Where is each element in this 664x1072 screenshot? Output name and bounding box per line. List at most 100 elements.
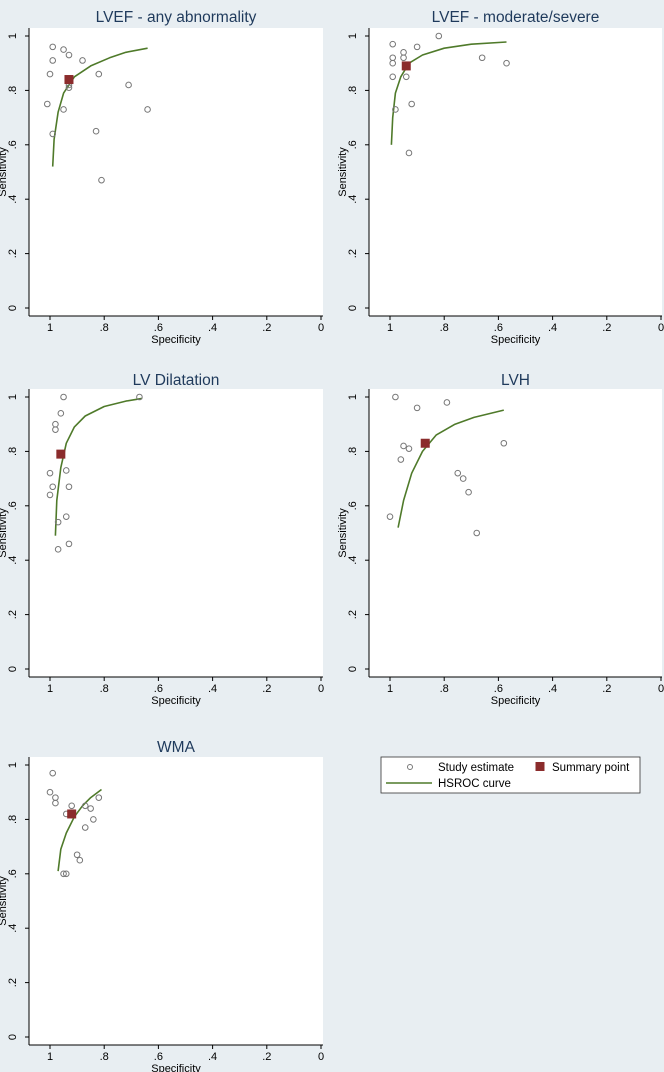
study-point: [90, 816, 97, 823]
study-point: [405, 149, 413, 157]
study-point: [79, 57, 86, 64]
study-point: [60, 393, 67, 401]
study-point: [503, 59, 510, 67]
hsroc-curve: [51, 47, 148, 167]
x-tick-label: 0: [318, 1051, 324, 1063]
y-tick-label: .6: [7, 140, 19, 149]
chart-title: LVEF - moderate/severe: [432, 9, 600, 26]
y-tick-label: .6: [347, 501, 359, 510]
study-point: [62, 870, 70, 878]
x-tick-label: .4: [208, 1051, 217, 1063]
y-axis-label: Sensitivity: [337, 147, 349, 197]
chart-title: WMA: [157, 739, 196, 756]
y-axis-label: Sensitivity: [0, 147, 9, 197]
x-tick-label: .2: [262, 1051, 271, 1063]
x-tick-label: .8: [440, 683, 449, 695]
x-tick-label: .8: [100, 322, 109, 334]
y-tick-label: .4: [7, 556, 19, 565]
x-tick-label: 1: [47, 683, 53, 695]
y-tick-label: .2: [7, 978, 19, 987]
study-point: [65, 51, 73, 59]
x-tick-label: .4: [548, 322, 557, 334]
x-tick-label: .2: [602, 322, 611, 334]
x-tick-label: 1: [47, 1051, 53, 1063]
legend-study-label: Study estimate: [438, 762, 514, 774]
study-point: [408, 100, 415, 108]
y-tick-label: .8: [7, 815, 19, 824]
summary-point: [420, 438, 430, 448]
legend-box: [380, 756, 641, 794]
study-point: [62, 513, 70, 520]
study-point: [54, 546, 62, 553]
study-point: [46, 70, 54, 78]
y-tick-label: .2: [7, 249, 19, 258]
chart-panel-2: LVEF - moderate/severe 0 .2 .4 .6 .8 1 1 .8 .6 .4.…: [337, 9, 664, 346]
chart-panel-4: LVH 0 .2 .4 .6 .8 1 1 .8 .6 .4 .2 0 Specificity Sensit…: [337, 372, 664, 707]
chart-panels: LVEF - any abnormality 0 .2 .4 .6 .8 1 1 .8 .6 .4.…: [0, 9, 664, 1072]
study-point: [46, 788, 54, 796]
y-axis-label: Sensitivity: [0, 508, 9, 558]
study-point: [49, 483, 57, 491]
study-point: [500, 439, 508, 447]
study-point: [392, 106, 399, 113]
summary-point: [67, 809, 77, 819]
study-point: [459, 475, 467, 482]
x-tick-label: .2: [262, 683, 271, 695]
study-point: [392, 393, 399, 401]
study-point: [87, 805, 94, 812]
study-point: [76, 856, 84, 864]
study-point: [465, 488, 472, 496]
study-point: [95, 794, 103, 801]
y-tick-label: .8: [7, 86, 19, 95]
y-tick-label: 1: [7, 394, 19, 400]
study-point: [454, 469, 462, 477]
legend-summary-marker: [535, 762, 545, 771]
x-tick-label: 0: [318, 683, 324, 695]
x-tick-label: .6: [154, 683, 163, 695]
summary-point: [401, 61, 411, 71]
study-point: [397, 456, 405, 463]
study-point: [52, 799, 59, 807]
study-point: [54, 518, 62, 526]
y-tick-label: 0: [7, 1034, 19, 1040]
study-point: [57, 410, 65, 417]
x-tick-label: .8: [100, 683, 109, 695]
y-tick-label: 1: [7, 33, 19, 39]
study-point: [389, 59, 397, 67]
x-axis-label: Specificity: [151, 334, 201, 346]
summary-point: [64, 75, 74, 85]
legend-curve-label: HSROC curve: [438, 778, 511, 790]
y-tick-label: 0: [7, 305, 19, 311]
y-tick-label: .4: [347, 556, 359, 565]
study-point: [60, 106, 67, 113]
y-tick-label: .2: [347, 610, 359, 619]
y-tick-label: .8: [7, 447, 19, 456]
y-tick-label: .6: [7, 501, 19, 510]
study-point: [68, 802, 75, 810]
plot-area: [29, 28, 323, 316]
y-tick-label: 0: [347, 305, 359, 311]
summary-point: [56, 449, 66, 459]
x-tick-label: 0: [658, 322, 664, 334]
x-tick-label: .6: [494, 683, 503, 695]
study-point: [49, 57, 57, 64]
study-point: [60, 870, 67, 878]
y-tick-label: .4: [347, 195, 359, 204]
study-point: [386, 513, 394, 520]
study-point: [73, 851, 81, 859]
study-point: [43, 100, 51, 108]
legend-summary-label: Summary point: [552, 762, 630, 774]
y-axis-label: Sensitivity: [337, 508, 349, 558]
y-tick-label: .4: [7, 195, 19, 204]
study-point: [60, 46, 67, 53]
study-point: [98, 176, 105, 184]
study-point: [65, 84, 73, 91]
y-tick-label: .8: [347, 447, 359, 456]
study-point: [443, 399, 451, 406]
study-point: [402, 73, 410, 81]
chart-panel-5: WMA 0 .2 .4 .6 .8 1 1 .8 .6 .4 .2 0 Specificity Sensit…: [0, 739, 324, 1072]
study-point: [389, 73, 397, 81]
study-point: [52, 426, 59, 433]
study-point: [413, 43, 421, 51]
